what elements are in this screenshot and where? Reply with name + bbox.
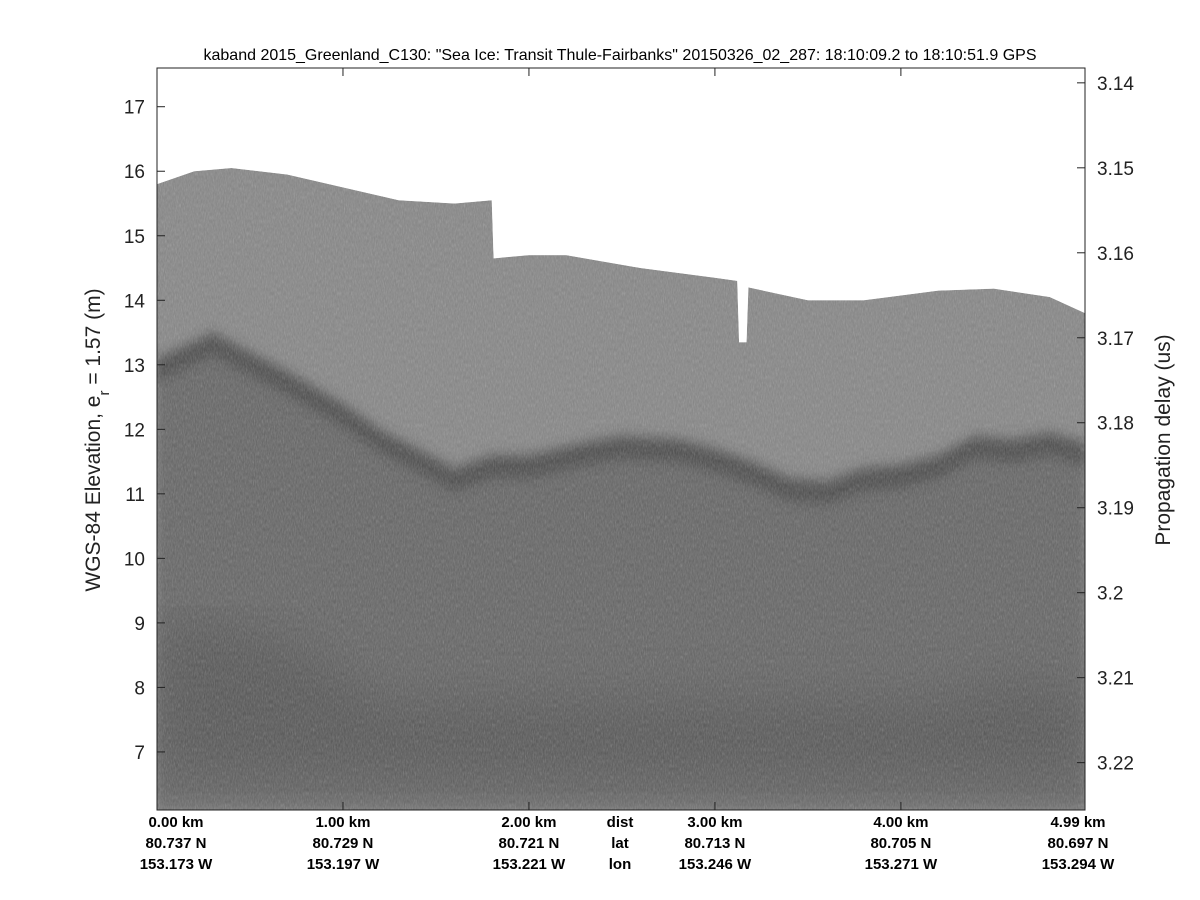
plot-frame <box>156 67 1086 811</box>
y-right-tick-label: 3.17 <box>1097 329 1134 350</box>
x-row-label-lon: lon <box>609 856 632 873</box>
x-row-label-lat: lat <box>611 835 629 852</box>
y-axis-label-main: WGS-84 Elevation, e <box>82 396 105 592</box>
y-tick-label: 14 <box>124 291 146 312</box>
y-right-tick-label: 3.22 <box>1097 754 1134 775</box>
y-tick-label: 12 <box>124 420 145 441</box>
y-right-tick-label: 3.18 <box>1097 414 1134 435</box>
y-right-tick-label: 3.2 <box>1097 584 1123 605</box>
y-tick-label: 9 <box>134 614 145 635</box>
x-tick-lon: 153.271 W <box>865 856 938 873</box>
x-tick-lat: 80.737 N <box>146 835 207 852</box>
x-tick-lon: 153.197 W <box>307 856 380 873</box>
y-right-tick-label: 3.21 <box>1097 669 1134 690</box>
plot-area <box>157 168 1085 810</box>
chart-title: kaband 2015_Greenland_C130: "Sea Ice: Tr… <box>204 47 1037 64</box>
y-right-tick-label: 3.19 <box>1097 499 1134 520</box>
x-tick-dist: 4.00 km <box>873 814 928 831</box>
y-tick-label: 10 <box>124 549 145 570</box>
x-tick-dist: 3.00 km <box>687 814 742 831</box>
y-right-axis-label: Propagation delay (us) <box>1152 334 1175 545</box>
x-tick-dist: 0.00 km <box>148 814 203 831</box>
x-tick-lat: 80.713 N <box>684 835 745 852</box>
x-tick-lon: 153.294 W <box>1042 856 1115 873</box>
x-tick-dist: 4.99 km <box>1050 814 1105 831</box>
y-tick-label: 8 <box>134 678 145 699</box>
x-tick-dist: 1.00 km <box>315 814 370 831</box>
y-tick-label: 15 <box>124 227 145 248</box>
y-tick-label: 17 <box>124 98 145 119</box>
y-right-tick-label: 3.15 <box>1097 159 1134 180</box>
x-tick-lon: 153.173 W <box>140 856 213 873</box>
x-tick-lon: 153.221 W <box>493 856 566 873</box>
x-tick-lat: 80.697 N <box>1048 835 1109 852</box>
y-tick-label: 16 <box>124 162 145 183</box>
x-tick-lat: 80.721 N <box>498 835 559 852</box>
x-tick-lat: 80.729 N <box>313 835 374 852</box>
x-tick-lon: 153.246 W <box>679 856 752 873</box>
x-tick-lat: 80.705 N <box>870 835 931 852</box>
speckle-noise <box>157 168 1085 810</box>
x-row-label-dist: dist <box>607 814 634 831</box>
y-tick-label: 11 <box>125 485 145 506</box>
y-tick-label: 13 <box>124 356 145 377</box>
y-right-tick-label: 3.16 <box>1097 244 1134 265</box>
y-axis-label: WGS-84 Elevation, er = 1.57 (m) <box>82 288 113 591</box>
x-tick-dist: 2.00 km <box>501 814 556 831</box>
y-tick-label: 7 <box>134 743 145 764</box>
y-right-tick-label: 3.14 <box>1097 74 1134 95</box>
